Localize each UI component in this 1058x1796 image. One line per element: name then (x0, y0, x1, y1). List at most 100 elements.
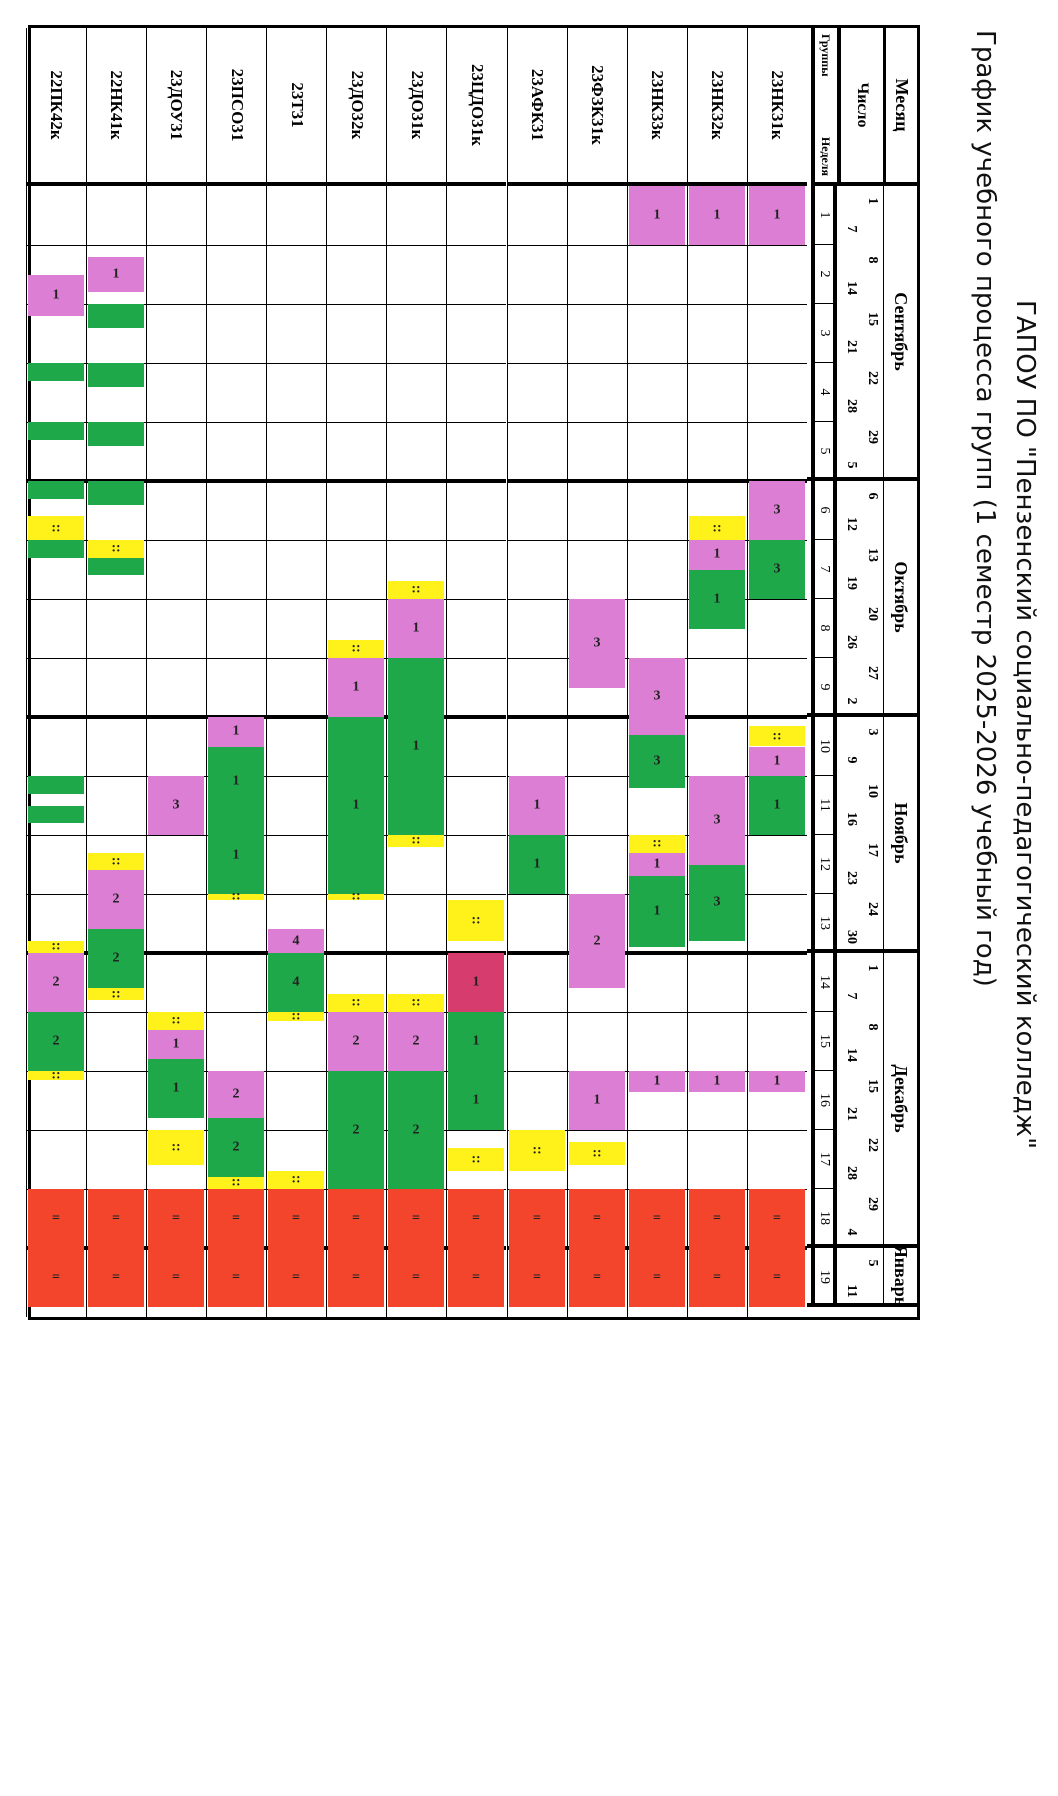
schedule-block-pink: 2 (388, 1012, 445, 1071)
schedule-block-yellow: :: (448, 899, 505, 942)
week-divider (567, 304, 627, 305)
week-divider (747, 951, 807, 955)
week-number: 1 (811, 186, 837, 245)
block-label: :: (111, 540, 121, 556)
week-start-date: 20 (865, 607, 880, 621)
week-divider (387, 422, 447, 423)
week-divider (207, 599, 267, 600)
month-0: Сентябрь (883, 186, 917, 481)
schedule-block-red: = (748, 1248, 805, 1307)
group-row: 1:: 1 1 3 3 1 = = (686, 186, 747, 1317)
week-divider (447, 715, 507, 719)
week-divider (747, 1012, 807, 1013)
block-label: :: (291, 1008, 301, 1024)
block-label: = (652, 1210, 661, 1226)
schedule-block-green: 3 (748, 540, 805, 599)
schedule-block-pink: 2 (87, 870, 144, 930)
week-number: 18 (811, 1189, 837, 1248)
week-divider (747, 894, 807, 895)
group-label: 22ПК42к (25, 28, 86, 186)
block-label: 2 (232, 1139, 240, 1155)
schedule-block-pink: 1 (748, 186, 805, 245)
week-divider (146, 540, 206, 541)
week-divider (26, 894, 86, 895)
block-label: = (292, 1210, 301, 1226)
week-start-date: 22 (865, 371, 880, 385)
week-divider (207, 245, 267, 246)
schedule-block-yellow: :: (147, 1130, 204, 1166)
block-label: = (412, 1269, 421, 1285)
schedule-block-pink: 1 (568, 1071, 625, 1130)
block-label: = (532, 1269, 541, 1285)
week-end-date: 14 (844, 1048, 859, 1062)
week-start-date: 15 (865, 1079, 880, 1093)
group-label: 23НК31к (746, 28, 807, 186)
week-divider (567, 835, 627, 836)
schedule-block-yellow: :: (147, 1012, 204, 1030)
block-label: = (111, 1269, 120, 1285)
week-divider (507, 658, 567, 659)
week-divider (567, 1130, 627, 1131)
week-divider (447, 304, 507, 305)
week-divider (507, 422, 567, 423)
week-divider (687, 715, 747, 719)
schedule-block-green: 1 (748, 776, 805, 835)
block-label: :: (51, 520, 61, 536)
group-row: 3 2 1:: = = (566, 186, 627, 1317)
block-label: 1 (773, 1073, 781, 1089)
block-label: :: (411, 582, 422, 598)
schedule-block-green: 1 (448, 1012, 505, 1071)
week-divider (447, 245, 507, 246)
schedule-block-green: 1 (508, 835, 565, 894)
week-divider (207, 1012, 267, 1013)
block-label: 1 (412, 620, 420, 636)
schedule-block-green (87, 557, 144, 576)
schedule-block-red: = (628, 1189, 685, 1248)
week-divider (146, 479, 206, 483)
block-label: = (111, 1210, 120, 1226)
week-divider (207, 951, 267, 955)
schedule-block-crimson: 1 (448, 953, 505, 1012)
week-divider (327, 245, 387, 246)
week-start-date: 22 (865, 1138, 880, 1152)
groups-week-corner: Группы Неделя (811, 28, 837, 186)
block-label: 1 (713, 207, 721, 223)
schedule-block-green: 4 (268, 953, 325, 1012)
week-number: 8 (811, 599, 837, 658)
schedule-block-yellow: :: (27, 1067, 84, 1082)
schedule-block-yellow: :: (87, 986, 144, 1001)
schedule-block-yellow: :: (388, 833, 445, 848)
schedule-block-green: 1 (688, 569, 745, 629)
schedule-block-green: 2 (27, 1012, 84, 1071)
schedule-block-green (27, 776, 84, 794)
group-label: 23НК32к (686, 28, 747, 186)
schedule-block-green: 1 (628, 876, 685, 948)
week-divider (146, 599, 206, 600)
schedule-block-pink: 3 (688, 776, 745, 865)
block-label: 1 (232, 847, 240, 863)
week-divider (447, 894, 507, 895)
week-divider (567, 776, 627, 777)
week-start-date: 5 (865, 1259, 880, 1267)
schedule-block-red: = (27, 1248, 84, 1307)
week-end-date: 4 (844, 1228, 859, 1236)
block-label: = (592, 1210, 601, 1226)
schedule-block-red: = (448, 1248, 505, 1307)
block-label: :: (772, 728, 782, 744)
block-label: = (292, 1269, 301, 1285)
week-number: 16 (811, 1071, 837, 1130)
week-divider (387, 304, 447, 305)
block-label: :: (471, 1151, 482, 1167)
week-divider (207, 304, 267, 305)
week-start-date: 15 (865, 312, 880, 326)
week-divider (447, 835, 507, 836)
week-divider (86, 599, 146, 600)
block-label: 1 (472, 974, 480, 990)
week-divider (387, 479, 447, 483)
schedule-block-pink: 3 (147, 776, 204, 835)
week-divider (567, 479, 627, 483)
block-label: :: (171, 1139, 181, 1155)
week-divider (507, 479, 567, 483)
week-divider (447, 599, 507, 600)
week-divider (86, 1071, 146, 1072)
